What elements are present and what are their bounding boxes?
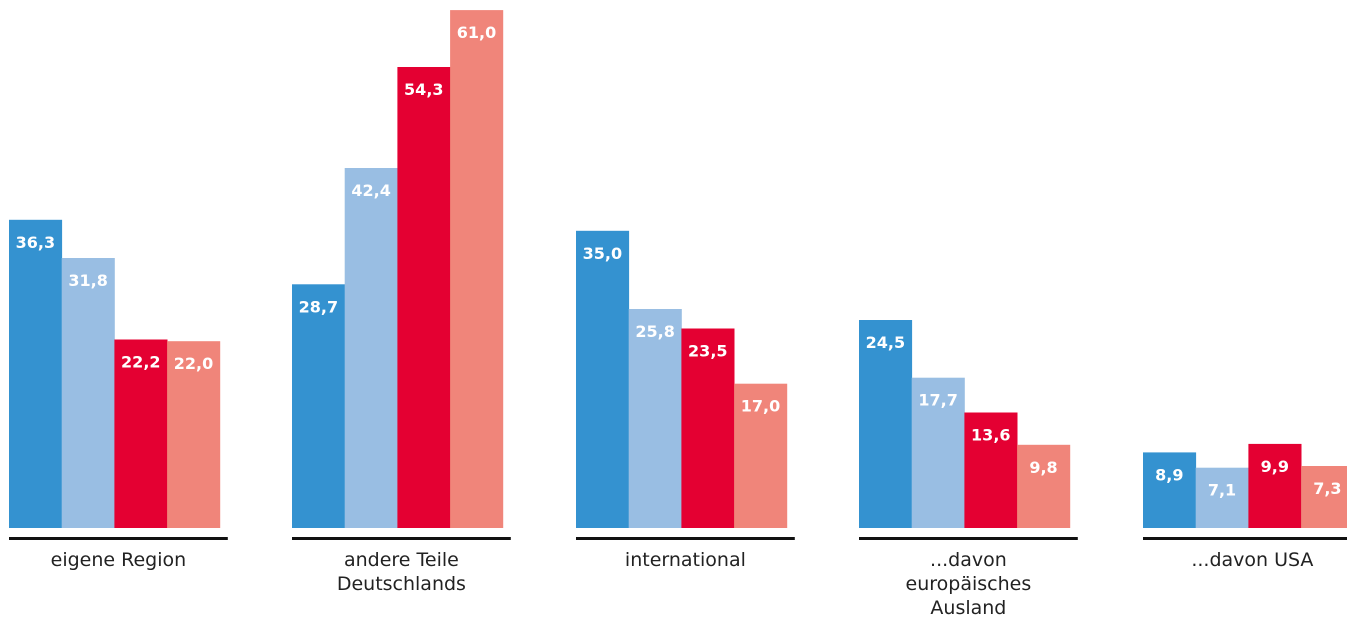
bar-g3-s0 xyxy=(859,320,913,528)
bar-g2-s3 xyxy=(734,383,788,528)
group-baseline-4 xyxy=(1143,537,1347,540)
category-label-1: andere Teile Deutschlands xyxy=(337,549,466,595)
category-label-line: andere Teile xyxy=(344,549,459,571)
bar-value-label-g1-s2: 54,3 xyxy=(404,80,443,99)
bar-g2-s1 xyxy=(628,309,682,528)
bar-value-label-g3-s2: 13,6 xyxy=(971,426,1010,445)
category-label-line: eigene Region xyxy=(51,549,187,571)
bar-value-label-g0-s0: 36,3 xyxy=(16,233,55,252)
bar-g0-s2 xyxy=(114,339,168,528)
bar-value-label-g1-s3: 61,0 xyxy=(457,23,496,42)
bar-g0-s3 xyxy=(167,341,221,528)
category-label-4: ...davon USA xyxy=(1191,549,1313,571)
category-label-2: international xyxy=(625,549,746,571)
bar-value-label-g3-s1: 17,7 xyxy=(918,391,957,410)
bar-g3-s1 xyxy=(911,377,965,528)
bar-value-label-g0-s1: 31,8 xyxy=(68,271,107,290)
category-label-line: ...davon xyxy=(930,549,1007,571)
category-label-line: Deutschlands xyxy=(337,573,466,595)
category-label-line: international xyxy=(625,549,746,571)
bar-value-label-g3-s3: 9,8 xyxy=(1029,458,1057,477)
bar-value-label-g4-s0: 8,9 xyxy=(1155,465,1183,484)
bar-g3-s3 xyxy=(1017,444,1071,528)
group-baseline-2 xyxy=(576,537,795,540)
bar-g4-s1 xyxy=(1195,467,1249,528)
bar-g4-s0 xyxy=(1143,452,1197,528)
bar-value-label-g1-s0: 28,7 xyxy=(299,297,338,316)
group-baseline-1 xyxy=(292,537,511,540)
category-label-line: Ausland xyxy=(930,597,1006,619)
bar-value-label-g4-s2: 9,9 xyxy=(1261,457,1289,476)
baselines-layer xyxy=(9,537,1347,540)
category-label-line: europäisches xyxy=(906,573,1032,595)
group-baseline-0 xyxy=(9,537,228,540)
bar-g0-s1 xyxy=(61,258,115,528)
bar-value-label-g2-s3: 17,0 xyxy=(741,397,780,416)
bar-g2-s0 xyxy=(576,230,630,529)
bar-value-label-g1-s1: 42,4 xyxy=(351,181,390,200)
category-label-3: ...davon europäisches Ausland xyxy=(906,549,1032,619)
bar-g0-s0 xyxy=(9,219,63,529)
bar-g1-s1 xyxy=(344,168,398,528)
bar-g2-s2 xyxy=(681,328,735,528)
bar-g1-s0 xyxy=(292,284,346,528)
bar-value-label-g0-s3: 22,0 xyxy=(174,354,213,373)
bar-value-label-g4-s3: 7,3 xyxy=(1313,479,1341,498)
bar-g1-s2 xyxy=(397,67,451,528)
bar-g3-s2 xyxy=(964,412,1018,528)
bar-g4-s2 xyxy=(1248,443,1302,528)
category-labels-layer: eigene Region andere Teile Deutschlands int… xyxy=(51,549,1314,619)
bar-value-label-g0-s2: 22,2 xyxy=(121,353,160,372)
bar-g4-s3 xyxy=(1301,466,1347,528)
category-label-line: ...davon USA xyxy=(1191,549,1313,571)
bars-layer: 36,3 31,8 22,2 22,0 28,7 42,4 54,3 61,0 35,0 25,8… xyxy=(9,10,1347,529)
category-label-0: eigene Region xyxy=(51,549,187,571)
bar-value-label-g4-s1: 7,1 xyxy=(1208,481,1236,500)
bar-g1-s3 xyxy=(450,10,504,529)
bar-value-label-g2-s2: 23,5 xyxy=(688,342,727,361)
group-baseline-3 xyxy=(859,537,1078,540)
bar-value-label-g2-s1: 25,8 xyxy=(635,322,674,341)
bar-value-label-g3-s0: 24,5 xyxy=(866,333,905,352)
bar-value-label-g2-s0: 35,0 xyxy=(583,244,622,263)
